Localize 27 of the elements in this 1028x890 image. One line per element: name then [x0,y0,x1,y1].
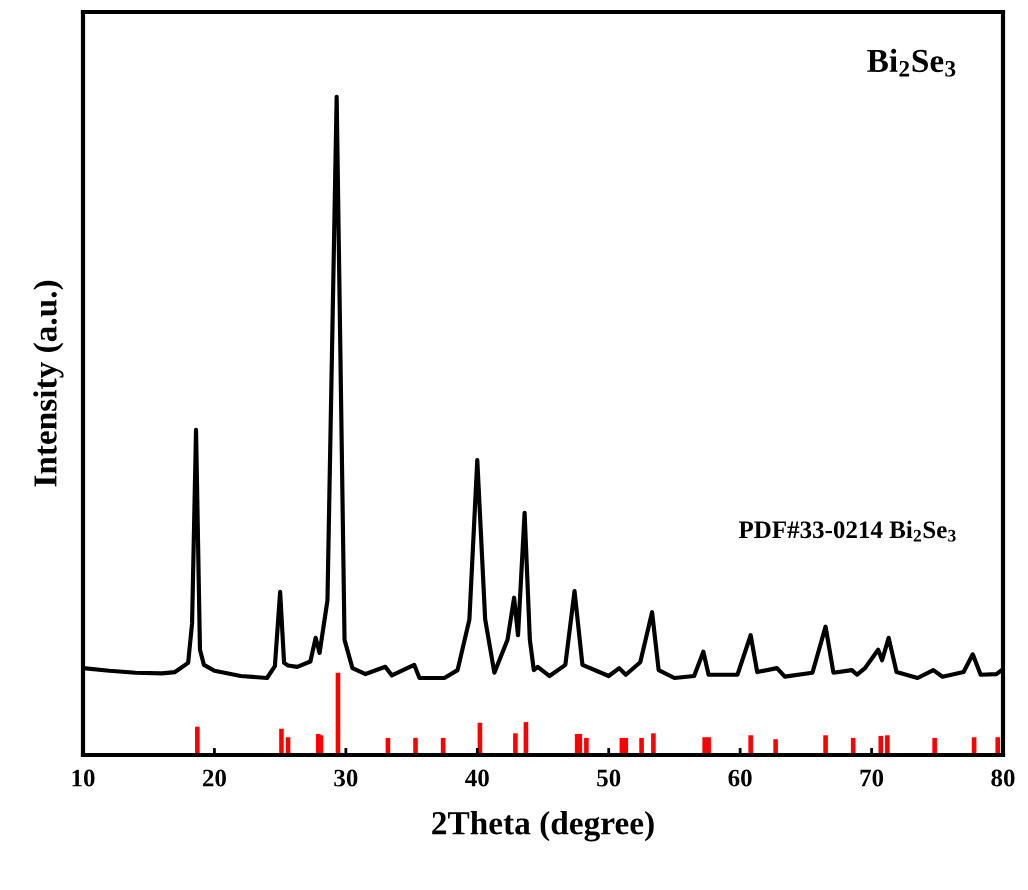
x-tick-label: 30 [334,769,358,787]
text: Bi$_{2}$Se$_{3}$ [867,48,956,77]
bar [932,737,937,755]
x-tick-label: 80 [991,769,1015,787]
bar [195,726,200,755]
bar [885,735,890,755]
bar [748,735,753,755]
bar [279,728,284,755]
x-tick-label: 70 [860,769,884,787]
x-tick-label: 20 [202,769,226,787]
x-tick-label: 60 [728,769,752,787]
bar [823,735,828,755]
bar [706,737,711,755]
annotation: PDF#33-0214 Bi$_{2}$Se$_{3}$ [738,520,956,542]
bar [639,737,644,755]
bar [878,735,884,755]
bar [584,737,589,755]
x-tick-label: 10 [72,769,95,787]
bar [773,739,778,755]
bar [995,737,1001,755]
y-axis-title: Intensity (a.u.) [33,280,64,487]
bar [513,733,518,755]
x-tick-label: 40 [465,769,489,787]
bar [413,737,418,755]
x-tick-label: 50 [597,769,621,787]
x-axis-title: 2Theta (degree) [432,811,654,842]
bar [651,733,656,755]
